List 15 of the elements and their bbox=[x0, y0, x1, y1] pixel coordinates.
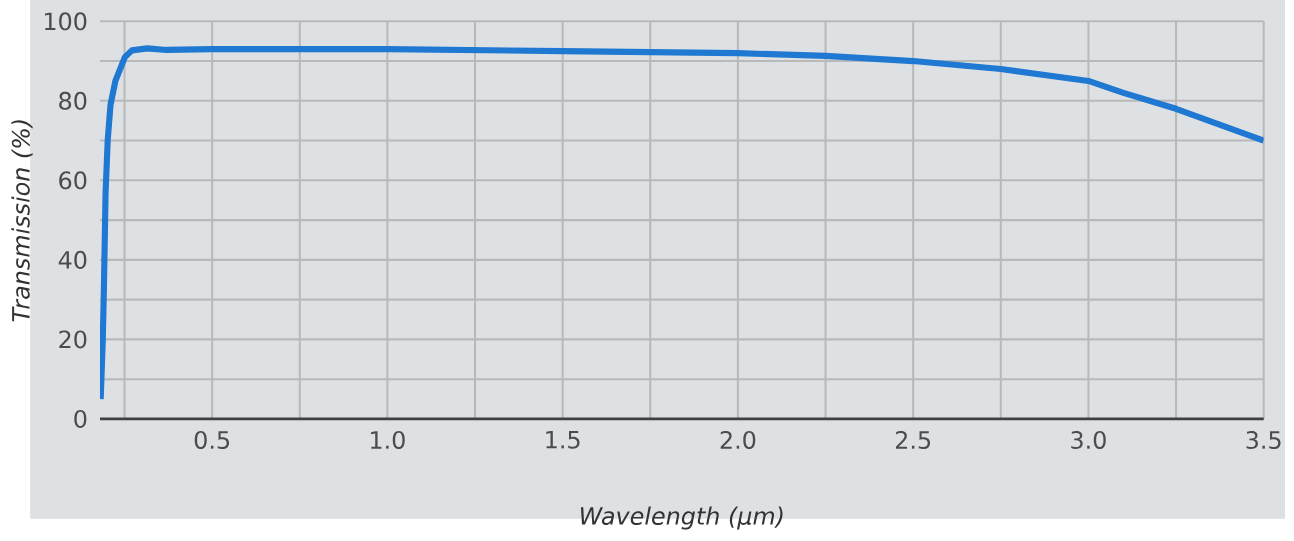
y-tick-label: 0 bbox=[74, 409, 87, 428]
x-tick-label: 2.0 bbox=[720, 430, 756, 450]
y-tick-label: 40 bbox=[58, 250, 87, 269]
y-tick-label: 80 bbox=[59, 91, 87, 110]
y-tick-label: 100 bbox=[45, 12, 87, 31]
x-tick-label: 1.5 bbox=[546, 431, 580, 449]
x-tick-label: 2.5 bbox=[895, 430, 931, 450]
y-tick-label: 20 bbox=[59, 330, 87, 349]
x-tick-label: 1.0 bbox=[371, 430, 405, 450]
x-tick-label: 3.0 bbox=[1071, 430, 1106, 450]
x-axis-title: Wavelength (µm) bbox=[580, 506, 783, 530]
x-tick-label: 3.5 bbox=[1246, 430, 1281, 450]
y-tick-label: 60 bbox=[59, 171, 87, 190]
x-tick-label: 0.5 bbox=[194, 430, 230, 450]
y-axis-title: Transmission (%) bbox=[11, 120, 33, 322]
